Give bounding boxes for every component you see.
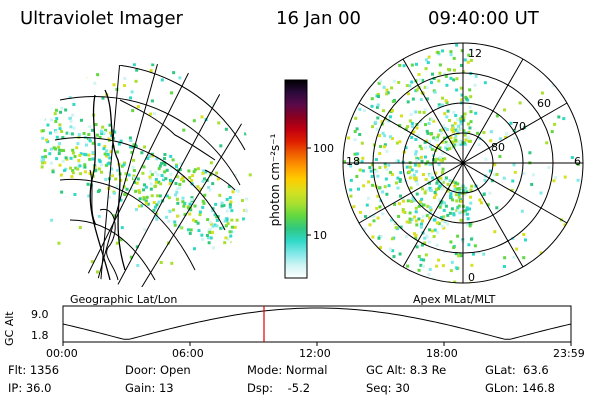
mlt-label-0: 0: [468, 271, 475, 284]
mlt-label-6: 6: [574, 155, 581, 168]
flt-readout: Flt: 1356: [8, 363, 60, 377]
colorbar-tick-100: 100: [313, 142, 334, 155]
timeline-xtick-0600: 06:00: [172, 347, 204, 360]
right-panel-caption: Apex MLat/MLT: [413, 293, 496, 306]
instrument-title: Ultraviolet Imager: [20, 8, 183, 29]
date-label: 16 Jan 00: [276, 8, 361, 29]
timeline-ytick-high: 9.0: [31, 308, 49, 321]
glat-readout: GLat: 63.6: [485, 363, 549, 377]
mode-readout: Mode: Normal: [247, 363, 328, 377]
gain-readout: Gain: 13: [125, 381, 174, 395]
mlt-label-12: 12: [468, 47, 482, 60]
mlat-label-60: 60: [537, 97, 551, 110]
glon-readout: GLon: 146.8: [485, 381, 555, 395]
timeline-xtick-1200: 12:00: [299, 347, 331, 360]
door-readout: Door: Open: [125, 363, 191, 377]
mlat-label-70: 70: [512, 120, 526, 133]
timeline-ylabel: GC Alt: [3, 311, 16, 346]
gcalt-readout: GC Alt: 8.3 Re: [366, 363, 447, 377]
seq-readout: Seq: 30: [366, 381, 410, 395]
timeline-xtick-2359: 23:59: [553, 347, 585, 360]
timeline-xtick-0000: 00:00: [46, 347, 78, 360]
dsp-readout: Dsp: -5.2: [247, 381, 311, 395]
colorbar-tick-10: 10: [313, 229, 327, 242]
timeline-ytick-low: 1.8: [31, 329, 49, 342]
left-panel-caption: Geographic Lat/Lon: [70, 293, 178, 306]
mlat-label-80: 80: [491, 141, 505, 154]
timeline-xtick-1800: 18:00: [426, 347, 458, 360]
time-label: 09:40:00 UT: [428, 8, 539, 29]
mlt-label-18: 18: [346, 155, 360, 168]
ip-readout: IP: 36.0: [8, 381, 52, 395]
